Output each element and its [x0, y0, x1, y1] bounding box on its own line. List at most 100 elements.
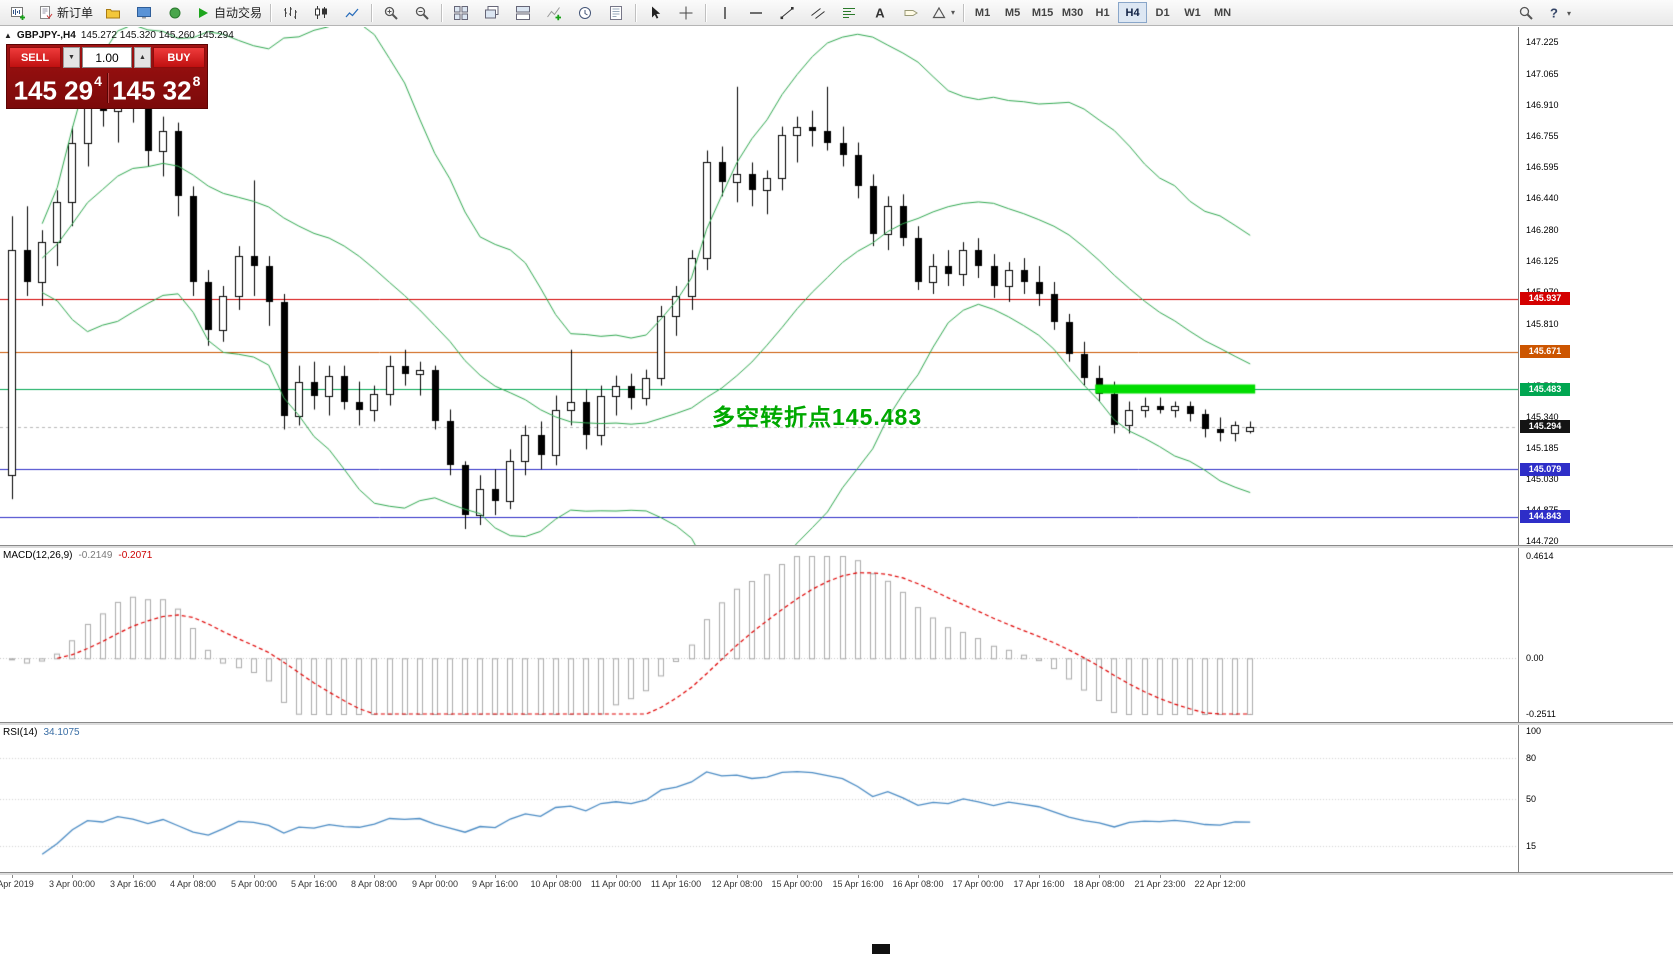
profiles-icon[interactable] — [98, 2, 128, 24]
time-tick-mark — [676, 875, 677, 878]
time-tick-label: 15 Apr 16:00 — [832, 879, 884, 889]
timeframe-m15[interactable]: M15 — [1031, 6, 1054, 19]
price-tick: 146.755 — [1526, 130, 1559, 141]
sell-button[interactable]: SELL — [9, 47, 61, 68]
panel-separator — [0, 872, 1673, 875]
metaeditor-icon[interactable] — [129, 2, 159, 24]
panel-separator[interactable] — [0, 722, 1673, 725]
time-tick-mark — [1220, 875, 1221, 878]
time-tick-label: 5 Apr 16:00 — [290, 879, 338, 889]
price-tick: 144.720 — [1526, 536, 1559, 546]
shapes-icon[interactable]: ▾ — [927, 2, 959, 24]
text-label-icon[interactable] — [896, 2, 926, 24]
line-chart-icon[interactable] — [337, 2, 367, 24]
one-click-trading-panel: SELL ▼ ▲ BUY 145 294 145 328 — [6, 44, 208, 109]
time-tick-label: 17 Apr 16:00 — [1013, 879, 1065, 889]
zoom-in-icon[interactable] — [376, 2, 406, 24]
new-chart-icon[interactable] — [3, 2, 33, 24]
time-tick-label: 9 Apr 00:00 — [411, 879, 459, 889]
price-badge: 145.483 — [1520, 382, 1570, 396]
vertical-line-icon[interactable] — [710, 2, 740, 24]
cursor-icon[interactable] — [640, 2, 670, 24]
channel-icon[interactable] — [803, 2, 833, 24]
buy-button[interactable]: BUY — [153, 47, 205, 68]
attach-icon[interactable] — [160, 2, 190, 24]
time-tick-mark — [737, 875, 738, 878]
time-tick-label: 2 Apr 2019 — [0, 879, 34, 889]
toolbar-separator — [371, 3, 373, 22]
panel-separator[interactable] — [0, 545, 1673, 548]
time-tick-label: 9 Apr 16:00 — [471, 879, 519, 889]
time-tick-label: 11 Apr 16:00 — [650, 879, 702, 889]
timeframe-m30[interactable]: M30 — [1061, 6, 1084, 19]
buy-price[interactable]: 145 328 — [112, 73, 201, 106]
time-tick-label: 8 Apr 08:00 — [350, 879, 398, 889]
toolbar-separator — [705, 3, 707, 22]
time-tick-mark — [1160, 875, 1161, 878]
time-tick-mark — [556, 875, 557, 878]
zoom-out-icon[interactable] — [407, 2, 437, 24]
macd-canvas[interactable] — [0, 548, 1518, 722]
volume-decrease-button[interactable]: ▼ — [63, 47, 80, 68]
main-chart-panel: ▲ GBPJPY-,H4 145.272 145.320 145.260 145… — [0, 27, 1518, 545]
volume-increase-button[interactable]: ▲ — [134, 47, 151, 68]
periods-icon[interactable] — [570, 2, 600, 24]
sell-price[interactable]: 145 294 — [13, 73, 102, 106]
tile-windows-icon[interactable] — [446, 2, 476, 24]
one-click-collapse-icon[interactable]: ▲ — [4, 31, 12, 40]
rsi-tick: 100 — [1526, 726, 1542, 736]
arrange-windows-icon[interactable] — [508, 2, 538, 24]
timeframe-mn[interactable]: MN — [1213, 6, 1232, 19]
time-tick-label: 21 Apr 23:00 — [1134, 879, 1186, 889]
dropdown-arrow-icon: ▾ — [951, 8, 956, 17]
rsi-tick: 15 — [1526, 840, 1537, 851]
horizontal-line-icon[interactable] — [741, 2, 771, 24]
autotrading-button[interactable]: 自动交易 — [191, 2, 266, 24]
trendline-icon[interactable] — [772, 2, 802, 24]
timeframe-d1[interactable]: D1 — [1155, 6, 1170, 19]
price-tick: 146.595 — [1526, 162, 1559, 173]
cascade-windows-icon[interactable] — [477, 2, 507, 24]
text-icon[interactable]: A — [865, 2, 895, 24]
toolbar-separator — [963, 3, 965, 22]
crosshair-icon[interactable] — [671, 2, 701, 24]
toolbar-separator — [635, 3, 637, 22]
chart-ohlc-readout: 145.272 145.320 145.260 145.294 — [80, 30, 234, 41]
time-tick-mark — [1099, 875, 1100, 878]
templates-icon[interactable] — [601, 2, 631, 24]
timeframe-m1[interactable]: M1 — [974, 6, 991, 19]
price-tick: 147.065 — [1526, 68, 1559, 79]
time-tick-label: 22 Apr 12:00 — [1194, 879, 1246, 889]
indicators-icon[interactable] — [539, 2, 569, 24]
macd-label: MACD(12,26,9) -0.2149 -0.2071 — [3, 550, 153, 561]
volume-input[interactable] — [82, 47, 132, 68]
time-tick-mark — [1039, 875, 1040, 878]
rsi-canvas[interactable] — [0, 725, 1518, 872]
dropdown-arrow-icon: ▾ — [1567, 8, 1572, 18]
timeframe-h4[interactable]: H4 — [1118, 2, 1148, 23]
help-icon[interactable]: ? ▾ — [1543, 2, 1575, 24]
svg-text:A: A — [875, 5, 885, 20]
annotation-text: 多空转折点145.483 — [712, 404, 923, 430]
axis-border — [1518, 27, 1519, 893]
macd-tick: 0.00 — [1526, 653, 1544, 664]
svg-text:?: ? — [1550, 6, 1558, 21]
timeframe-w1[interactable]: W1 — [1184, 6, 1201, 19]
bar-chart-icon[interactable] — [275, 2, 305, 24]
price-badge: 144.843 — [1520, 510, 1570, 523]
timeframe-h1[interactable]: H1 — [1095, 6, 1110, 19]
macd-tick: -0.2511 — [1526, 709, 1556, 719]
fibonacci-icon[interactable] — [834, 2, 864, 24]
search-icon[interactable] — [1511, 2, 1541, 24]
main-chart-canvas[interactable] — [0, 27, 1518, 545]
time-tick-label: 15 Apr 00:00 — [771, 879, 823, 889]
timeframe-m5[interactable]: M5 — [1004, 6, 1021, 19]
time-tick-mark — [254, 875, 255, 878]
candle-chart-icon[interactable] — [306, 2, 336, 24]
time-tick-label: 17 Apr 00:00 — [952, 879, 1004, 889]
triangle-down-icon: ▼ — [68, 54, 75, 61]
time-tick-mark — [616, 875, 617, 878]
time-axis[interactable]: 2 Apr 2019 3 Apr 00:00 3 Apr 16:00 4 Apr 08… — [0, 875, 1673, 893]
new-order-button[interactable]: 新订单 — [34, 2, 97, 24]
